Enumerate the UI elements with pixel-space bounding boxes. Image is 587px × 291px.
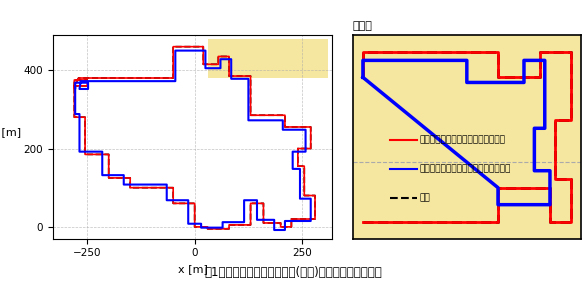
X-axis label: x [m]: x [m] xyxy=(178,264,207,274)
Text: 拡大図: 拡大図 xyxy=(353,21,372,31)
Text: 図1：車載公開データセット(注５)での運動軌跡の比較: 図1：車載公開データセット(注５)での運動軌跡の比較 xyxy=(205,266,382,279)
Y-axis label: z [m]: z [m] xyxy=(0,127,21,137)
FancyBboxPatch shape xyxy=(208,39,328,78)
Text: 真値: 真値 xyxy=(420,194,430,202)
Text: 比較手法（全てのセンサを常に利用）: 比較手法（全てのセンサを常に利用） xyxy=(420,164,511,173)
Text: 開発手法（適応的にセンサを切替）: 開発手法（適応的にセンサを切替） xyxy=(420,135,506,144)
